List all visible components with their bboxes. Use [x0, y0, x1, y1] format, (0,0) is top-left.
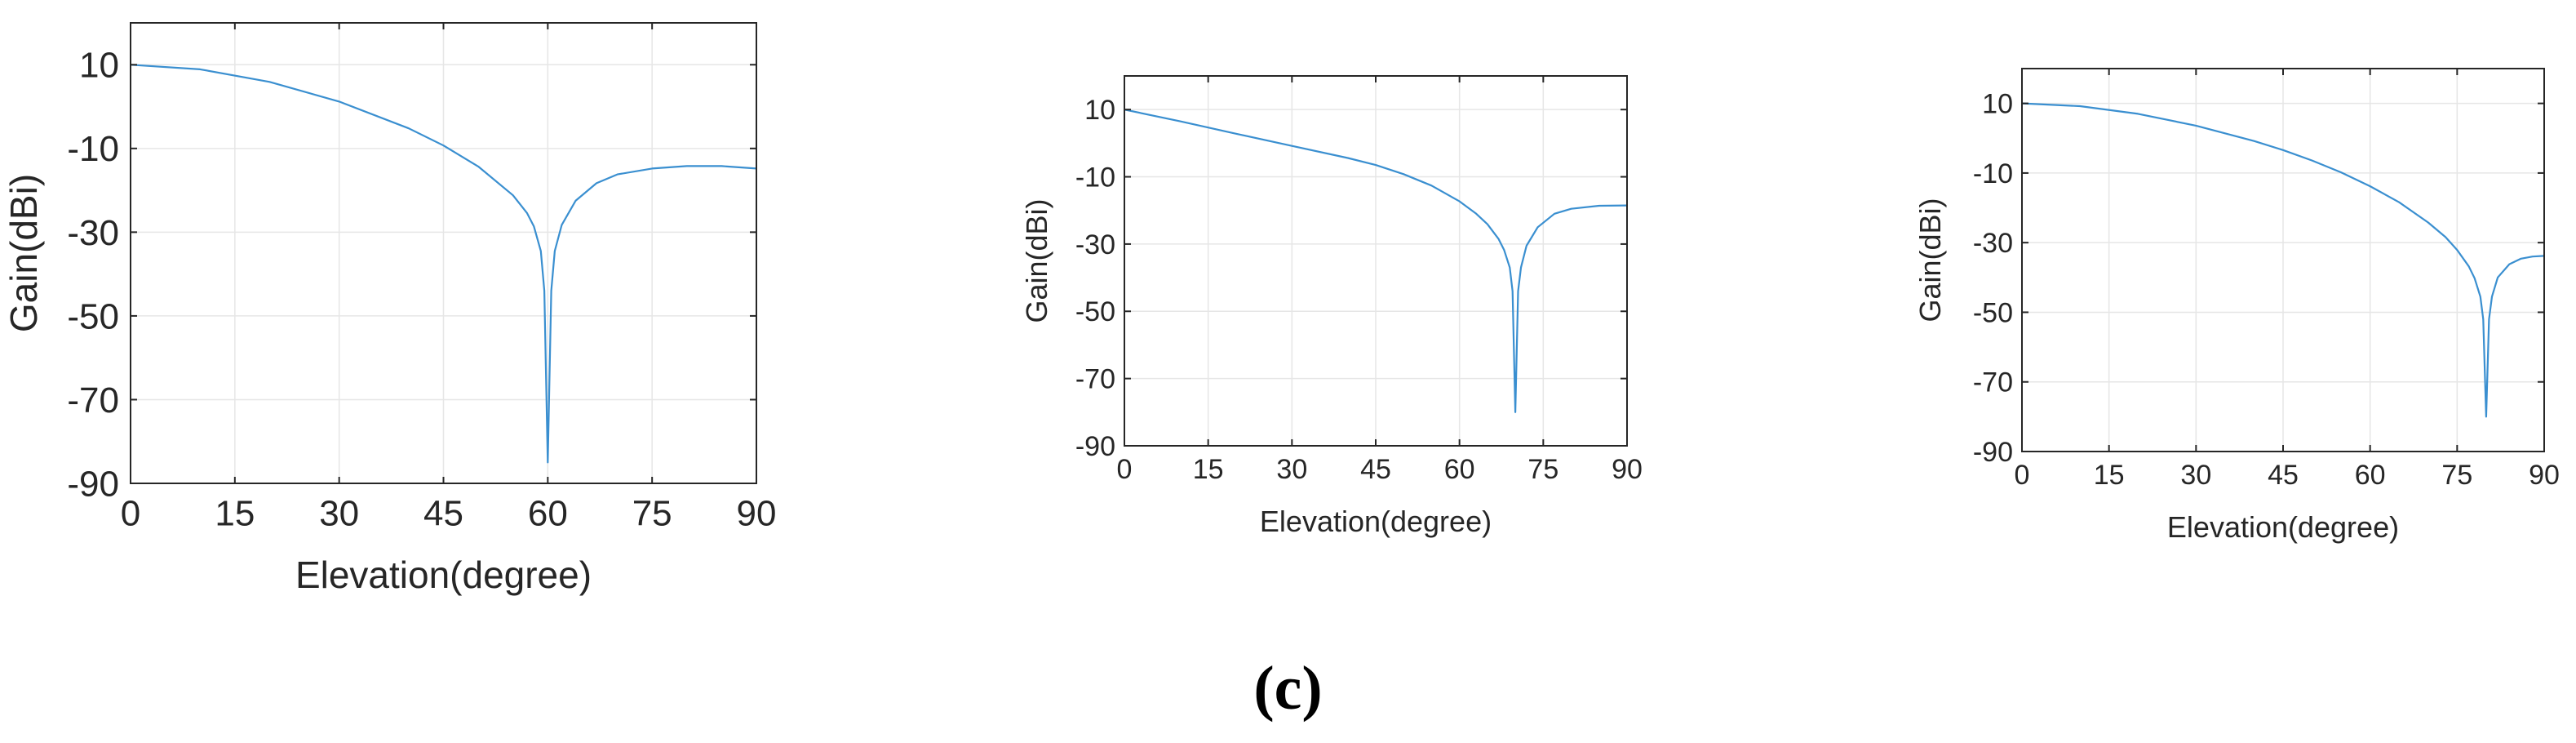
x-tick-label: 0	[1117, 454, 1133, 485]
x-tick-label: 45	[1360, 454, 1391, 485]
x-axis-label: Elevation(degree)	[1260, 505, 1492, 538]
y-tick-label: -70	[1973, 367, 2013, 398]
x-tick-label: 60	[2355, 460, 2386, 491]
x-tick-label: 0	[121, 493, 140, 533]
y-tick-label: -90	[67, 464, 119, 504]
x-tick-label: 15	[1193, 454, 1224, 485]
y-axis-label: Gain(dBi)	[2, 174, 45, 332]
y-tick-label: -30	[67, 213, 119, 253]
x-tick-label: 15	[215, 493, 255, 533]
x-tick-label: 30	[2180, 460, 2211, 491]
x-tick-label: 30	[1276, 454, 1307, 485]
x-tick-label: 15	[2094, 460, 2125, 491]
y-tick-label: -50	[1973, 297, 2013, 328]
y-tick-label: -50	[1075, 296, 1115, 327]
x-tick-label: 45	[2268, 460, 2299, 491]
y-tick-label: -10	[1973, 158, 2013, 189]
x-axis-label: Elevation(degree)	[295, 554, 592, 596]
x-tick-label: 0	[2015, 460, 2030, 491]
series-line-1	[131, 64, 756, 464]
chart-panel-1: 0 15 30 45 60 75 90 10 -10 -30 -50 -70 -90 Elevation(…	[2, 22, 777, 596]
y-tick-label: -90	[1075, 431, 1115, 462]
series-line-1	[2022, 102, 2544, 418]
x-tick-label: 75	[632, 493, 672, 533]
y-axis-label: Gain(dBi)	[1913, 198, 1947, 322]
y-tick-label: -70	[67, 380, 119, 420]
x-tick-label: 60	[1444, 454, 1475, 485]
x-tick-label: 90	[1612, 454, 1643, 485]
x-tick-label: 75	[1527, 454, 1558, 485]
x-axis-label: Elevation(degree)	[2167, 510, 2399, 544]
y-tick-label: -70	[1075, 364, 1115, 395]
y-tick-label: -10	[67, 129, 119, 169]
figure-caption: (c)	[1253, 654, 1323, 723]
x-tick-label: 90	[737, 493, 777, 533]
y-tick-label: 10	[1084, 95, 1115, 126]
x-tick-label: 30	[319, 493, 359, 533]
x-tick-label: 75	[2441, 460, 2472, 491]
y-axis-label: Gain(dBi)	[1020, 198, 1053, 323]
y-tick-label: 10	[1982, 89, 2013, 120]
y-tick-label: -90	[1973, 437, 2013, 468]
x-tick-label: 45	[423, 493, 463, 533]
series-line-1	[1124, 109, 1627, 413]
x-tick-label: 60	[528, 493, 568, 533]
y-tick-label: -10	[1075, 162, 1115, 193]
x-tick-label: 90	[2529, 460, 2560, 491]
y-tick-label: -50	[67, 296, 119, 336]
chart-panel-3: 0 15 30 45 60 75 90 10 -10 -30 -50 -70 -90 Elevation(…	[1913, 68, 2560, 544]
y-tick-label: -30	[1973, 228, 2013, 259]
y-tick-label: -30	[1075, 229, 1115, 260]
y-tick-label: 10	[79, 46, 119, 86]
chart-panel-2: 0 15 30 45 60 75 90 10 -10 -30 -50 -70 -90 Elevation(…	[1020, 75, 1643, 538]
